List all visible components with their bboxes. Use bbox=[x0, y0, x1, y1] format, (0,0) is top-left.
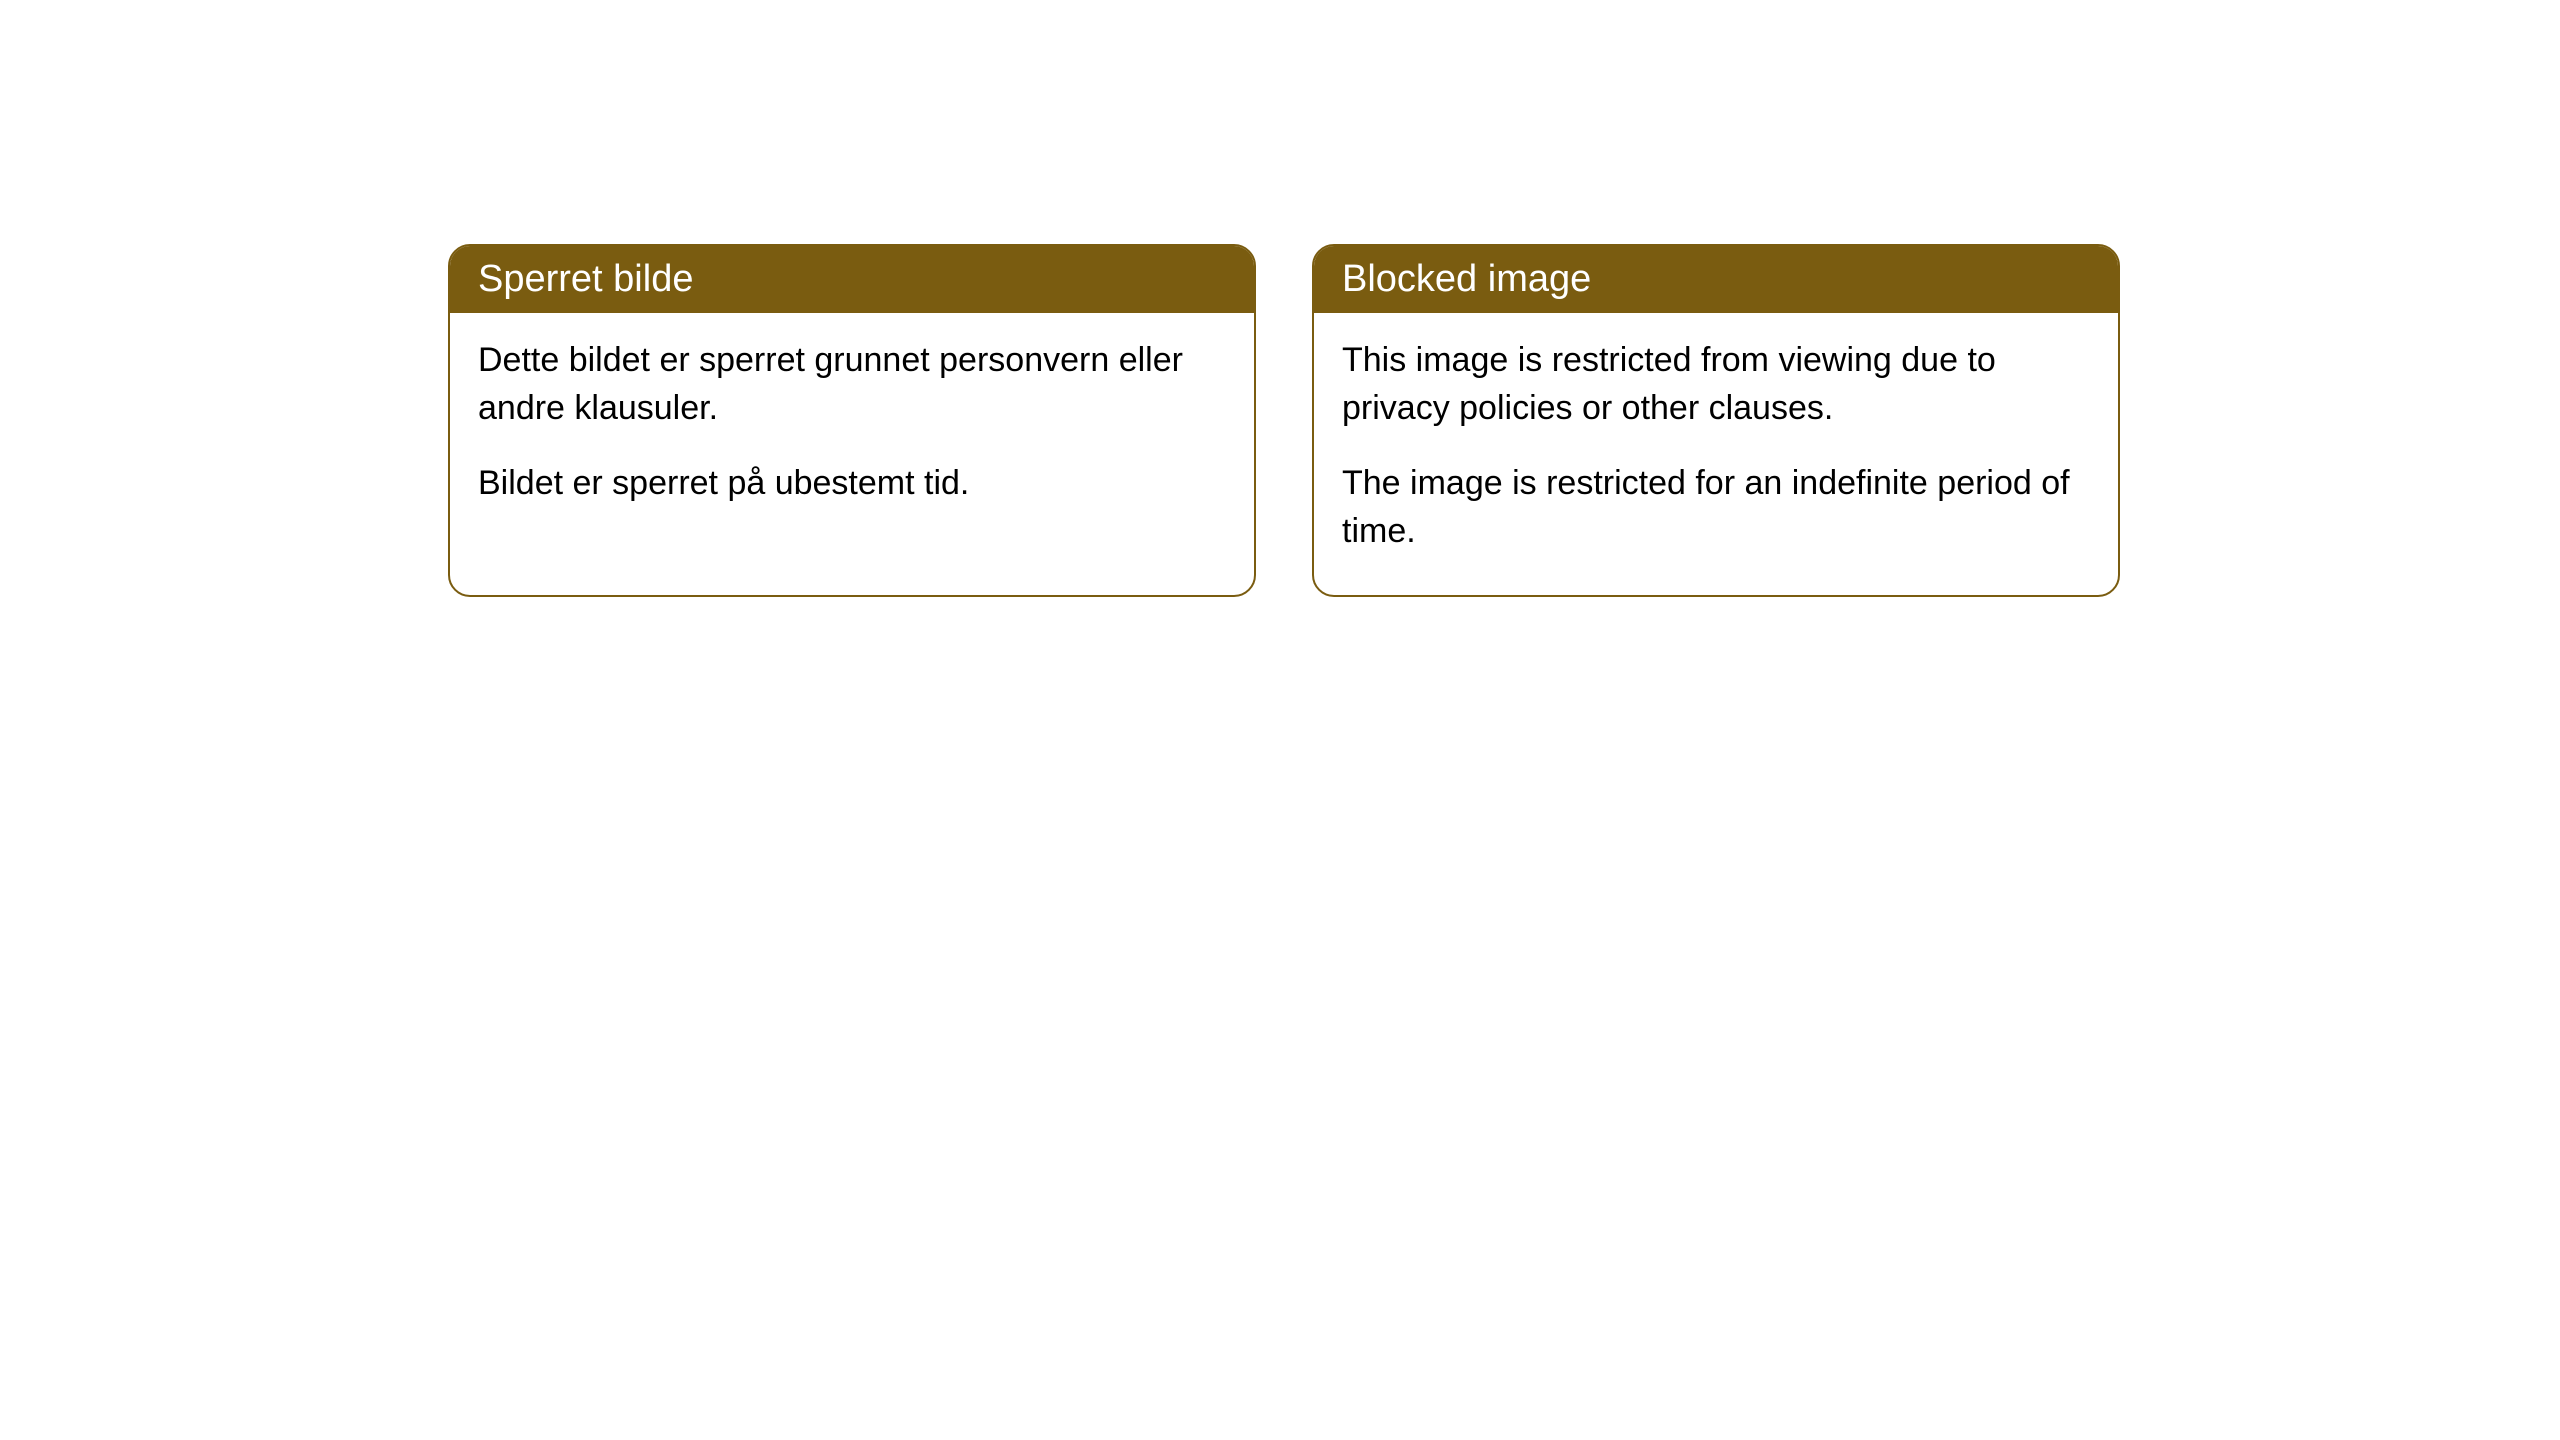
notice-card-norwegian: Sperret bilde Dette bildet er sperret gr… bbox=[448, 244, 1256, 597]
card-title: Sperret bilde bbox=[478, 258, 693, 300]
card-paragraph: Bildet er sperret på ubestemt tid. bbox=[478, 460, 1226, 508]
card-body-norwegian: Dette bildet er sperret grunnet personve… bbox=[450, 313, 1254, 548]
notice-cards-container: Sperret bilde Dette bildet er sperret gr… bbox=[448, 244, 2120, 597]
card-paragraph: The image is restricted for an indefinit… bbox=[1342, 460, 2090, 555]
card-paragraph: This image is restricted from viewing du… bbox=[1342, 337, 2090, 432]
card-header-english: Blocked image bbox=[1314, 246, 2118, 313]
card-header-norwegian: Sperret bilde bbox=[450, 246, 1254, 313]
card-body-english: This image is restricted from viewing du… bbox=[1314, 313, 2118, 595]
card-paragraph: Dette bildet er sperret grunnet personve… bbox=[478, 337, 1226, 432]
notice-card-english: Blocked image This image is restricted f… bbox=[1312, 244, 2120, 597]
card-title: Blocked image bbox=[1342, 258, 1591, 300]
